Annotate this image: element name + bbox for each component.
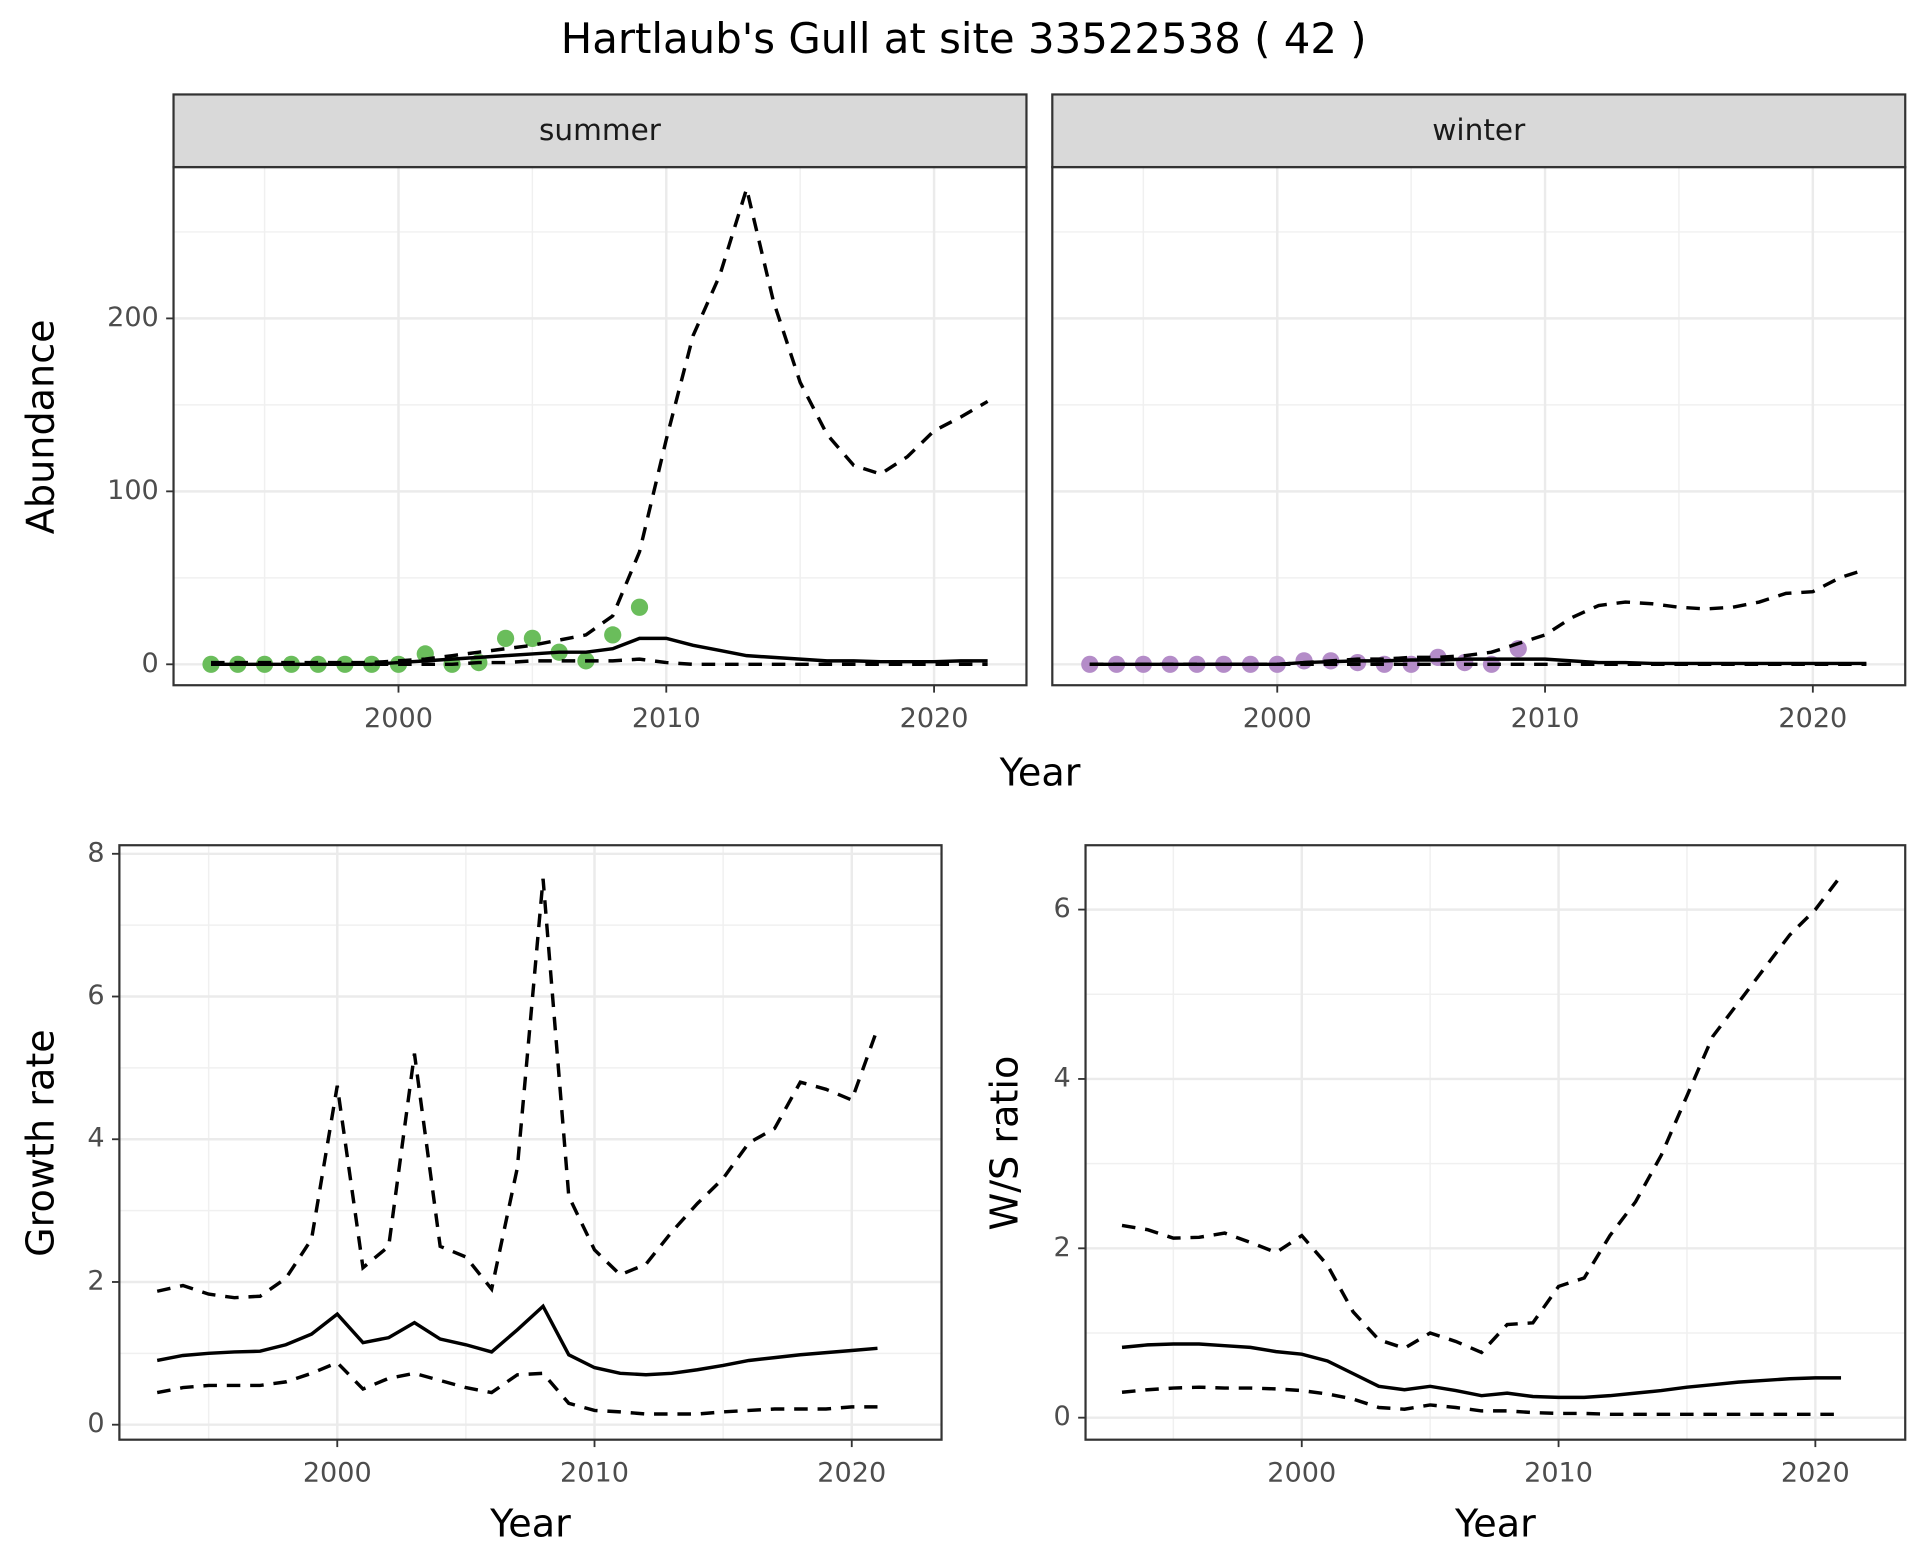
y-tick-label: 4 (1054, 1062, 1071, 1093)
plot-background (173, 167, 1027, 686)
bound-line (1121, 1385, 1842, 1417)
y-axis-label: Abundance (19, 319, 63, 534)
y-axis-label: W/S ratio (982, 1056, 1026, 1231)
data-point (604, 626, 622, 644)
bound-line (156, 878, 880, 1300)
x-tick-label: 2000 (303, 1458, 372, 1489)
mean-line (1121, 1342, 1842, 1400)
bound-line (156, 1360, 878, 1416)
plot-border (118, 844, 943, 1441)
facet-strip (172, 93, 1028, 169)
x-axis-label: Year (489, 1501, 571, 1545)
plot-border (1084, 844, 1907, 1441)
facet-label: summer (539, 113, 662, 147)
y-tick-label: 4 (87, 1123, 104, 1154)
facet-label: winter (1432, 113, 1526, 147)
y-tick-label: 200 (107, 302, 159, 333)
x-tick-label: 2020 (817, 1458, 886, 1489)
x-tick-label: 2000 (1243, 703, 1312, 734)
x-tick-label: 2020 (1778, 703, 1847, 734)
x-tick-label: 2020 (900, 703, 969, 734)
x-tick-label: 2010 (560, 1458, 629, 1489)
x-tick-label: 2020 (1781, 1458, 1850, 1489)
y-axis-label: Growth rate (19, 1029, 63, 1257)
y-tick-label: 100 (107, 475, 159, 506)
y-tick-label: 0 (142, 648, 159, 679)
y-tick-label: 6 (1054, 893, 1071, 924)
facet-strip (1051, 93, 1907, 169)
data-point (496, 629, 515, 647)
y-tick-label: 6 (87, 980, 104, 1011)
mean-line (156, 1303, 878, 1377)
x-axis-label: Year (1454, 1501, 1536, 1545)
x-axis-label: Year (999, 751, 1081, 795)
plot-background (1052, 167, 1906, 686)
y-tick-label: 0 (1054, 1401, 1071, 1432)
x-tick-label: 2010 (632, 703, 701, 734)
data-point (523, 629, 541, 647)
y-tick-label: 0 (87, 1408, 104, 1439)
y-tick-label: 2 (87, 1265, 104, 1296)
bound-line (211, 657, 988, 667)
plot-background (1085, 845, 1906, 1440)
x-tick-label: 2010 (1524, 1458, 1593, 1489)
x-tick-label: 2000 (364, 703, 433, 734)
bound-line (211, 182, 989, 665)
data-point (630, 598, 649, 616)
x-tick-label: 2000 (1267, 1458, 1336, 1489)
figure-title: Hartlaub's Gull at site 33522538 ( 42 ) (561, 14, 1367, 63)
bound-line (1121, 874, 1843, 1355)
plot-background (119, 845, 942, 1440)
y-tick-label: 8 (87, 837, 104, 868)
y-tick-label: 2 (1054, 1232, 1071, 1263)
x-tick-label: 2010 (1511, 703, 1580, 734)
